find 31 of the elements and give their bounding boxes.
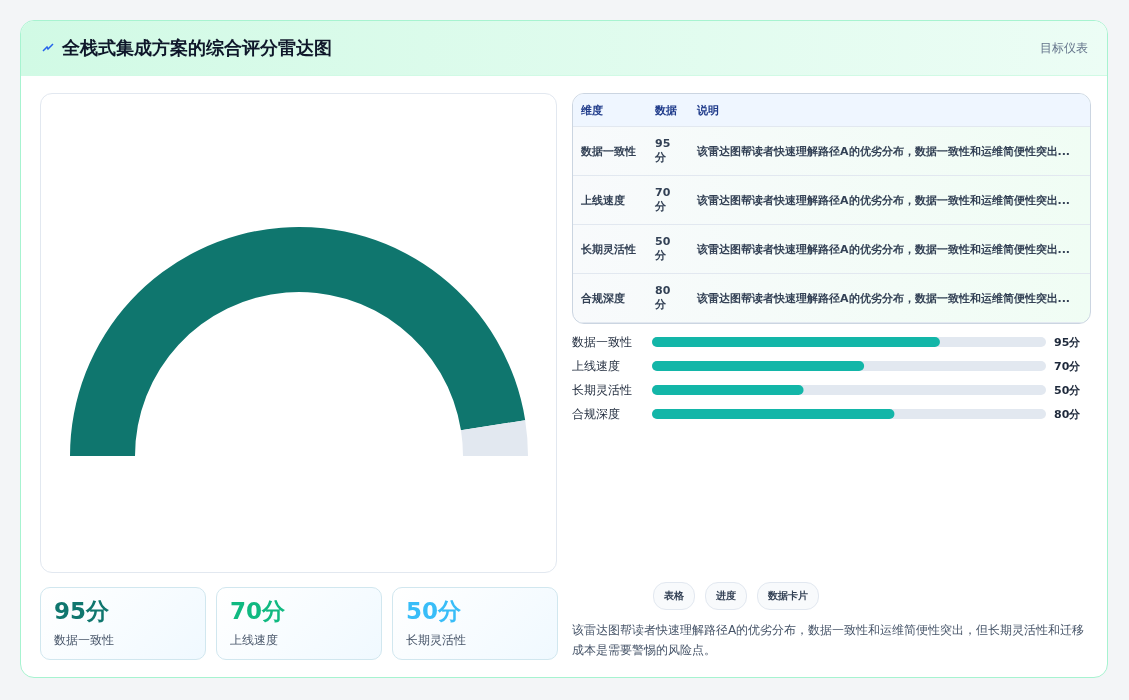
text: 95分: [647, 126, 689, 176]
y-tick-label: 上线速度: [572, 359, 620, 373]
data-label: 50分: [1054, 384, 1082, 397]
text: 该雷达图帮读者快速理解路径A的优劣分布，数据一致性和运维简便性突出...: [689, 175, 1090, 225]
text: 目标仪表: [1040, 40, 1088, 57]
text: 70分: [647, 175, 689, 225]
text: 进度: [705, 582, 747, 610]
text: 该雷达图帮读者快速理解路径A的优劣分布，数据一致性和运维简便性突出...: [689, 126, 1090, 176]
y-tick-label: 合规深度: [572, 407, 620, 421]
text: 95分: [54, 597, 110, 626]
category-label: 维度: [573, 94, 647, 127]
text: 全栈式集成方案的综合评分雷达图: [62, 36, 332, 60]
text: 长期灵活性: [406, 632, 466, 649]
data-label: 95分: [1054, 336, 1082, 349]
text: 该雷达图帮读者快速理解路径A的优劣分布，数据一致性和运维简便性突出，但长期灵活性和迁移成本是需要警惕的风险点。: [572, 622, 1086, 659]
data-label: 80分: [1054, 408, 1082, 421]
text: 表格: [653, 582, 695, 610]
category-label: 数据: [647, 94, 689, 127]
text: 数据卡片: [757, 582, 819, 610]
text: 50分: [406, 597, 462, 626]
y-tick-label: 长期灵活性: [572, 383, 632, 397]
y-tick-label: 数据一致性: [572, 335, 632, 349]
category-label: 说明: [689, 94, 1090, 127]
text: 70分: [230, 597, 286, 626]
text: 50分: [647, 224, 689, 274]
data-label: 70分: [1054, 360, 1082, 373]
text: 该雷达图帮读者快速理解路径A的优劣分布，数据一致性和运维简便性突出...: [689, 224, 1090, 274]
text: 数据一致性: [54, 632, 114, 649]
text: 80分: [647, 273, 689, 323]
text: 该雷达图帮读者快速理解路径A的优劣分布，数据一致性和运维简便性突出...: [689, 273, 1090, 323]
text: 上线速度: [230, 632, 278, 649]
